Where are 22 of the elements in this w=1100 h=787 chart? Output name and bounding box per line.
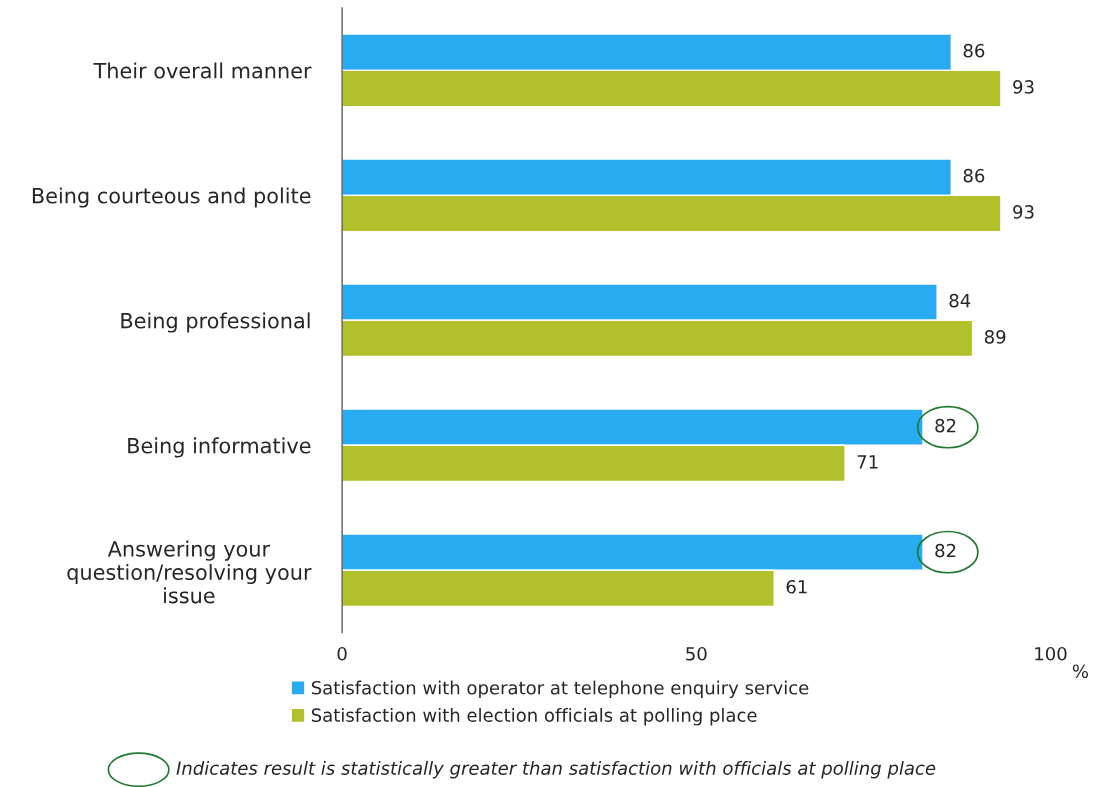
x-tick-label: 0 (337, 646, 347, 661)
data-label: 86 (963, 168, 985, 183)
y-tick-label: Being courteous and polite (32, 187, 311, 208)
data-label: 84 (949, 293, 971, 308)
data-label: 71 (857, 455, 878, 469)
data-label: 82 (935, 543, 956, 558)
data-label: 93 (1013, 80, 1034, 94)
y-tick-label: Being professional (121, 312, 310, 333)
legend-label: Satisfaction with operator at telephone enquiry service (311, 680, 809, 699)
data-label: 89 (984, 330, 1006, 344)
y-tick-label: Their overall manner (93, 62, 312, 79)
y-tick-label: Being informative (128, 437, 311, 458)
data-label: 93 (1013, 205, 1034, 219)
x-tick-label: 50 (686, 646, 707, 661)
data-label: 82 (935, 418, 956, 433)
data-label: 61 (786, 579, 807, 594)
text: Indicates result is statistically greater than satisfaction with officials at polling place (176, 760, 936, 779)
x-tick-label: 100 (1035, 646, 1067, 661)
data-label: 86 (963, 43, 985, 58)
legend-label: Satisfaction with election officials at polling place (311, 707, 757, 726)
y-tick-label: Answering your question/resolving your issue (67, 540, 312, 604)
x-axis-title: % (1072, 664, 1088, 679)
